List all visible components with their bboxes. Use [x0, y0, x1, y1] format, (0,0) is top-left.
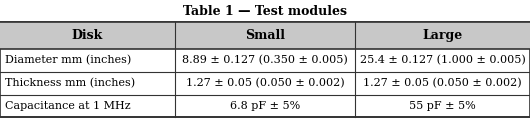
Text: 55 pF ± 5%: 55 pF ± 5% — [409, 101, 476, 111]
Bar — [0, 22, 530, 49]
Text: Large: Large — [422, 29, 463, 42]
Text: Diameter mm (inches): Diameter mm (inches) — [5, 55, 131, 66]
Text: 6.8 pF ± 5%: 6.8 pF ± 5% — [230, 101, 300, 111]
Text: Small: Small — [245, 29, 285, 42]
Text: 8.89 ± 0.127 (0.350 ± 0.005): 8.89 ± 0.127 (0.350 ± 0.005) — [182, 55, 348, 66]
Text: 1.27 ± 0.05 (0.050 ± 0.002): 1.27 ± 0.05 (0.050 ± 0.002) — [363, 78, 522, 88]
Bar — [0, 22, 530, 117]
Text: 1.27 ± 0.05 (0.050 ± 0.002): 1.27 ± 0.05 (0.050 ± 0.002) — [186, 78, 344, 88]
Text: Thickness mm (inches): Thickness mm (inches) — [5, 78, 136, 88]
Text: 25.4 ± 0.127 (1.000 ± 0.005): 25.4 ± 0.127 (1.000 ± 0.005) — [360, 55, 525, 66]
Text: Disk: Disk — [72, 29, 103, 42]
Text: Table 1 — Test modules: Table 1 — Test modules — [183, 5, 347, 18]
Text: Capacitance at 1 MHz: Capacitance at 1 MHz — [5, 101, 131, 111]
